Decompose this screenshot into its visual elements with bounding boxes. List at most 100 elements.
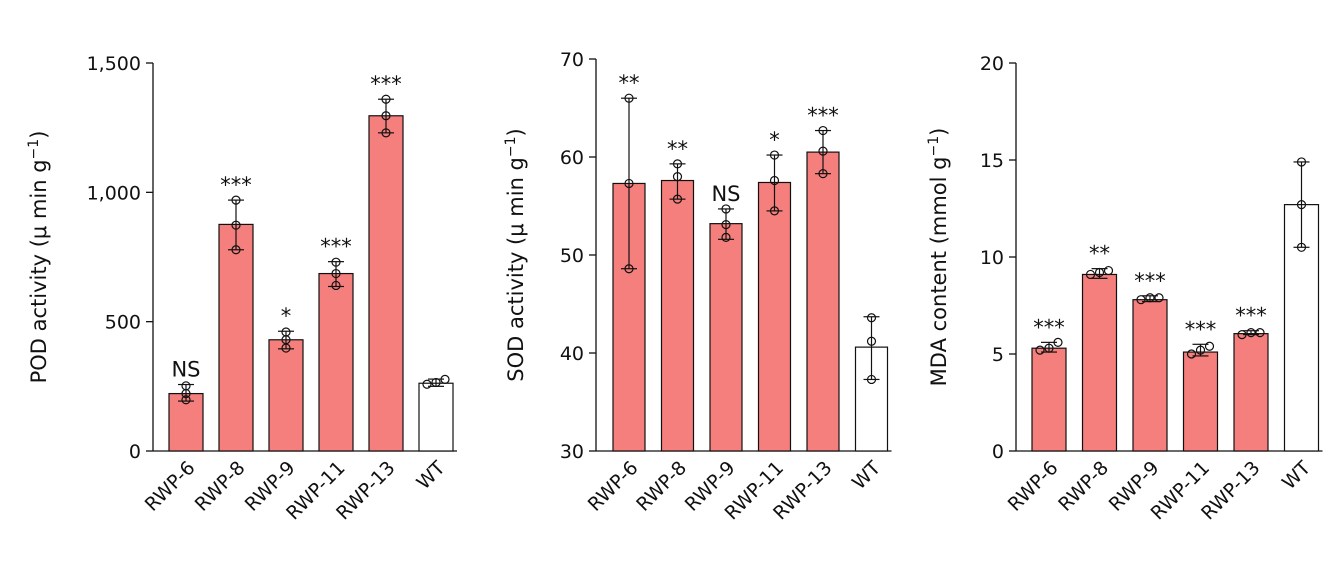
significance-label: *** bbox=[807, 104, 839, 128]
data-point bbox=[1296, 157, 1307, 167]
data-point bbox=[431, 377, 441, 388]
y-tick-label: 500 bbox=[105, 312, 141, 334]
y-tick-label: 1,000 bbox=[87, 182, 141, 204]
bar-RWP-13 bbox=[368, 115, 404, 452]
significance-label: *** bbox=[1235, 304, 1267, 328]
data-point bbox=[769, 175, 780, 186]
significance-label: NS bbox=[711, 182, 740, 206]
significance-label: * bbox=[769, 128, 780, 152]
data-point bbox=[769, 150, 780, 160]
bar-RWP-8 bbox=[218, 223, 254, 452]
data-point bbox=[381, 94, 391, 104]
y-axis-label-superscript: −1 bbox=[26, 139, 42, 160]
bar-RWP-11 bbox=[757, 181, 792, 452]
data-point bbox=[818, 125, 828, 136]
y-axis-label-superscript: −1 bbox=[926, 136, 942, 157]
x-tick-label: RWP-6 bbox=[141, 457, 200, 516]
y-tick-label: 15 bbox=[980, 150, 1004, 172]
data-point bbox=[1145, 293, 1155, 303]
x-tick-label: RWP-8 bbox=[191, 457, 250, 516]
data-point bbox=[1136, 295, 1146, 305]
data-point bbox=[624, 178, 634, 189]
data-point bbox=[866, 313, 877, 323]
significance-label: ** bbox=[619, 71, 640, 95]
x-tick-label: RWP-6 bbox=[1004, 457, 1063, 516]
data-point bbox=[818, 146, 828, 156]
significance-label: *** bbox=[1134, 269, 1166, 293]
y-tick-label: 20 bbox=[980, 53, 1004, 75]
data-point bbox=[440, 374, 450, 384]
bar-WT bbox=[418, 382, 454, 452]
y-axis-label-close: ) bbox=[27, 131, 51, 139]
data-point bbox=[1044, 343, 1054, 353]
panel-2: 30 40 50 60 70 SOD activity (μ min g−1) ** RWP-… bbox=[503, 49, 892, 524]
significance-label: *** bbox=[370, 72, 402, 96]
data-point bbox=[231, 220, 241, 230]
data-point bbox=[331, 257, 341, 267]
y-axis-label: SOD activity (μ min g−1) bbox=[503, 128, 528, 381]
data-point bbox=[672, 194, 683, 204]
y-tick-label: 40 bbox=[560, 343, 584, 365]
y-axis-label: MDA content (mmol g−1) bbox=[926, 128, 951, 387]
panel-1: 0 500 1,000 1,500 POD activity (μ min g−1) NS… bbox=[26, 53, 457, 524]
data-point bbox=[422, 379, 432, 389]
x-tick-label: RWP-6 bbox=[584, 457, 643, 516]
data-point bbox=[1296, 200, 1307, 210]
significance-label: *** bbox=[1033, 315, 1065, 339]
significance-label: ** bbox=[1089, 242, 1110, 266]
data-point bbox=[866, 336, 877, 346]
data-point bbox=[281, 327, 291, 337]
data-point bbox=[672, 159, 683, 169]
bar-RWP-6 bbox=[168, 392, 204, 452]
x-tick-label: WT bbox=[1278, 457, 1315, 494]
data-point bbox=[331, 268, 341, 279]
bar-RWP-8 bbox=[1081, 273, 1118, 452]
y-axis-label-close: ) bbox=[927, 128, 951, 136]
bar-RWP-8 bbox=[660, 179, 695, 452]
y-axis-label-main: SOD activity (μ min g bbox=[504, 157, 528, 382]
y-tick-label: 50 bbox=[560, 245, 584, 267]
data-point bbox=[331, 280, 341, 291]
data-point bbox=[1094, 267, 1105, 278]
bar-RWP-13 bbox=[1233, 333, 1269, 452]
y-tick-label: 1,500 bbox=[87, 53, 141, 75]
bar-RWP-6 bbox=[1031, 347, 1067, 452]
data-point bbox=[1085, 269, 1096, 280]
y-tick-label: 10 bbox=[980, 247, 1004, 269]
data-point bbox=[181, 395, 191, 405]
data-point bbox=[1154, 293, 1164, 303]
data-point bbox=[1237, 330, 1247, 340]
data-point bbox=[1255, 328, 1265, 338]
data-point bbox=[721, 220, 731, 230]
y-axis-label-main: POD activity (μ min g bbox=[27, 159, 51, 383]
data-point bbox=[1204, 341, 1215, 351]
data-point bbox=[1103, 265, 1114, 276]
y-axis-label: POD activity (μ min g−1) bbox=[26, 131, 51, 384]
data-point bbox=[769, 206, 780, 216]
data-point bbox=[866, 374, 877, 385]
data-point bbox=[1195, 345, 1206, 355]
bar-RWP-13 bbox=[806, 151, 840, 452]
data-point bbox=[721, 232, 731, 242]
y-tick-label: 70 bbox=[560, 49, 584, 71]
panel-3: 0 5 10 15 20 MDA content (mmol g−1) *** RWP-6 **… bbox=[926, 53, 1323, 524]
data-point bbox=[721, 204, 731, 214]
y-tick-label: 30 bbox=[560, 441, 584, 463]
x-tick-label: WT bbox=[848, 457, 885, 494]
significance-label: NS bbox=[171, 358, 200, 382]
data-point bbox=[624, 264, 634, 274]
data-point bbox=[231, 195, 241, 205]
y-tick-label: 0 bbox=[992, 441, 1004, 463]
bar-RWP-9 bbox=[268, 339, 304, 452]
data-point bbox=[624, 93, 634, 103]
bar-RWP-9 bbox=[709, 223, 743, 452]
y-tick-label: 0 bbox=[129, 441, 141, 463]
significance-label: ** bbox=[667, 137, 688, 161]
x-tick-label: RWP-8 bbox=[1054, 457, 1113, 516]
significance-label: *** bbox=[220, 173, 252, 197]
y-axis-label-main: MDA content (mmol g bbox=[927, 157, 951, 387]
y-axis-label-superscript: −1 bbox=[503, 136, 519, 157]
significance-label: *** bbox=[320, 235, 352, 259]
significance-label: *** bbox=[1185, 317, 1217, 341]
